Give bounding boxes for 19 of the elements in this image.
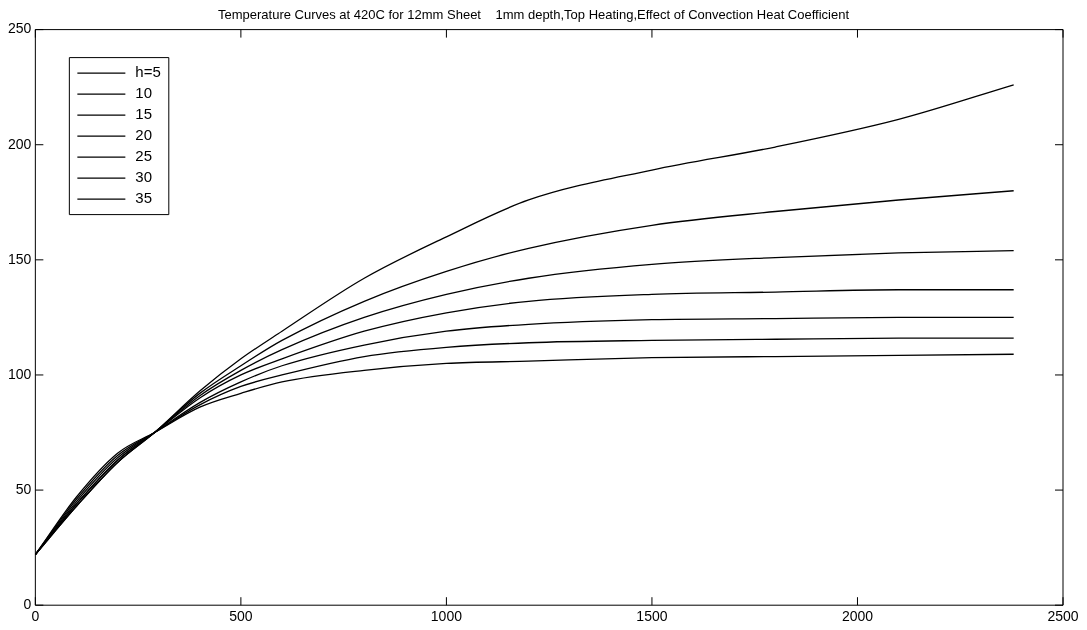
y-tick-label: 200 [8,135,32,152]
x-tick-label: 2000 [841,608,874,625]
legend-label: 35 [135,189,153,207]
legend-label: 10 [135,84,153,102]
y-tick-label: 150 [8,250,32,267]
legend-label: h=5 [135,63,161,81]
x-tick-label: 1500 [636,608,668,625]
legend-label: 20 [135,126,153,144]
x-tick-label: 2500 [1047,608,1079,625]
y-tick-label: 0 [23,596,32,613]
legend-label: 15 [135,105,153,123]
x-tick-label: 1000 [430,608,463,625]
y-tick-label: 250 [8,20,32,37]
x-tick-label: 500 [229,608,253,625]
chart-title: Temperature Curves at 420C for 12mm Sheet 1mm depth,Top Heating,Effect of Convection Heat Coefficient [217,7,850,23]
legend-label: 25 [135,147,153,165]
legend-label: 30 [135,168,153,186]
y-tick-label: 50 [15,480,32,497]
y-tick-label: 100 [8,365,32,382]
